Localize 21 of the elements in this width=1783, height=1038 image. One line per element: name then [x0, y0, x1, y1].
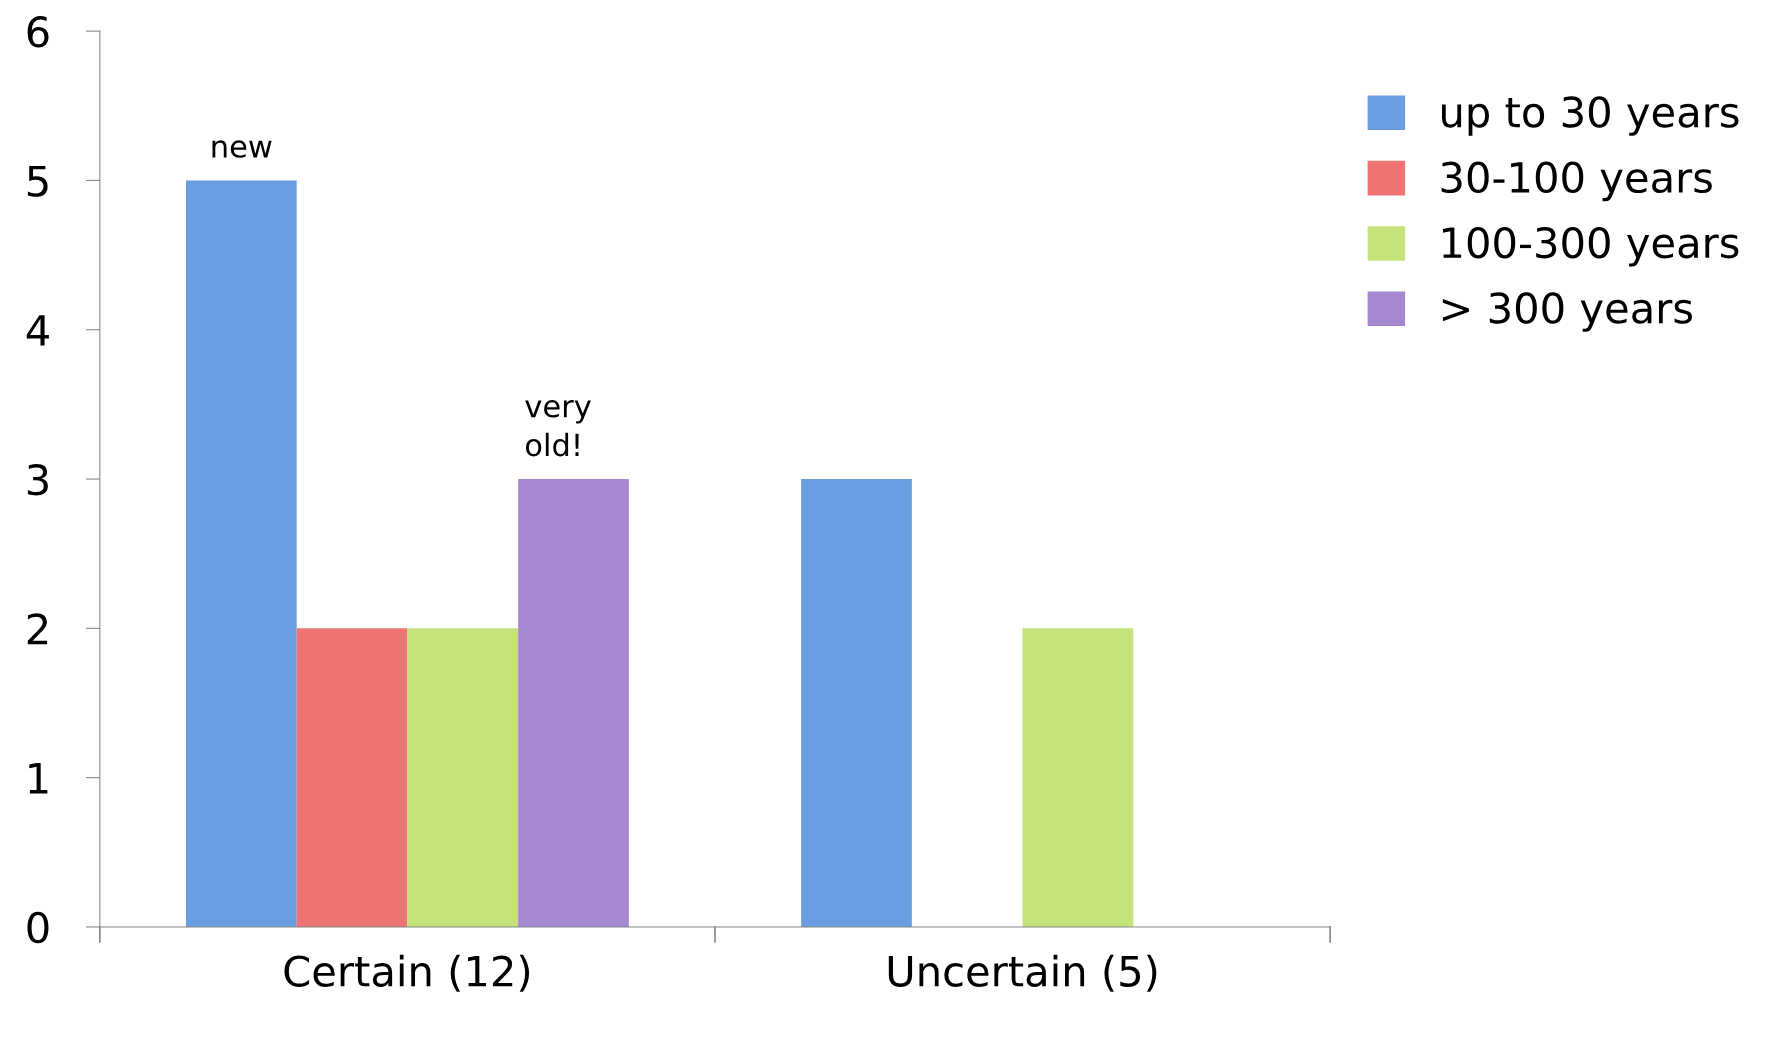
legend-label: up to 30 years — [1441, 96, 1739, 136]
legend-label: 100-300 years — [1443, 226, 1739, 267]
bar — [801, 479, 912, 927]
bar — [518, 479, 629, 927]
y-tick-label: 1 — [29, 763, 48, 794]
bar — [185, 180, 297, 927]
bar — [1022, 628, 1134, 927]
legend-label: 30-100 years — [1441, 161, 1712, 202]
x-tick-label: Uncertain (5) — [888, 954, 1157, 992]
bar — [296, 628, 408, 927]
y-tick-label: 0 — [27, 911, 49, 944]
bar — [407, 628, 519, 927]
y-tick-label: 6 — [27, 16, 49, 48]
legend-label: > 300 years — [1442, 292, 1693, 332]
annotation: new — [212, 140, 272, 158]
y-tick-label: 5 — [27, 165, 48, 197]
y-tick-label: 3 — [27, 463, 48, 496]
y-tick-label: 4 — [26, 315, 49, 346]
x-tick-label: Certain (12) — [284, 954, 530, 992]
annotation: very old! — [525, 400, 591, 457]
y-tick-label: 2 — [27, 613, 48, 645]
